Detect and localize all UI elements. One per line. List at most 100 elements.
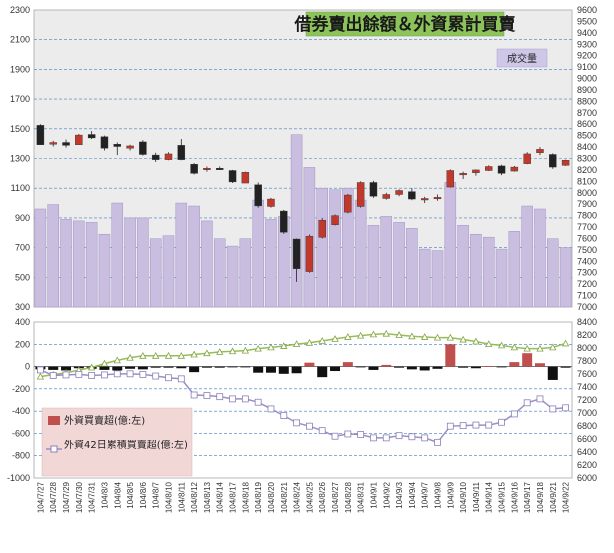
volume-bar: [265, 219, 277, 308]
top-right-tick: 7900: [577, 199, 597, 209]
foreign-net-bar: [304, 362, 315, 367]
volume-bar: [367, 225, 380, 308]
candle: [267, 197, 275, 208]
foreign-net-bar: [227, 366, 238, 368]
cumulative-marker: [267, 405, 275, 413]
candle-body: [75, 134, 83, 145]
index-marker: [305, 338, 314, 346]
cumulative-marker: [203, 392, 211, 399]
cumulative-marker: [523, 399, 531, 407]
x-tick-label: 104/8/19: [254, 481, 263, 513]
cumulative-marker: [88, 372, 96, 379]
candle-body: [549, 154, 557, 168]
index-line: [36, 329, 570, 380]
candle: [254, 182, 262, 208]
index-marker: [87, 363, 96, 371]
volume-bar: [290, 134, 303, 308]
index-marker: [280, 342, 288, 349]
cumulative-marker: [408, 433, 416, 441]
foreign-net-bars: [35, 344, 571, 380]
candle: [228, 169, 237, 184]
index-marker: [331, 335, 339, 342]
foreign-net-bar: [355, 366, 366, 368]
volume-bar: [252, 199, 264, 308]
cumulative-marker: [37, 366, 44, 374]
candle: [356, 181, 365, 208]
legend-cumulative: 外資42日累積買賣超(億:左): [64, 440, 188, 451]
x-tick-label: 104/9/3: [395, 481, 404, 508]
x-tick-label: 104/9/16: [510, 481, 519, 513]
legend-cumulative-wrap: 外資42日累積買賣超(億:左): [64, 440, 188, 451]
x-tick-label: 104/7/30: [75, 481, 84, 513]
foreign-net-bar: [394, 366, 405, 368]
volume-bar: [329, 189, 341, 308]
volume-bar: [201, 220, 213, 308]
candle: [510, 165, 519, 172]
top-left-tick: 1500: [10, 124, 30, 134]
index-marker: [497, 341, 506, 349]
candle-body: [395, 190, 403, 195]
candle-body: [318, 219, 326, 238]
top-right-tick: 8400: [577, 142, 597, 152]
volume-bar: [34, 208, 47, 308]
volume-label-background: [496, 48, 548, 68]
x-tick-label: 104/8/25: [305, 481, 314, 513]
candle-body: [331, 215, 339, 225]
bottom-left-tick: -200: [12, 384, 30, 394]
bottom-right-tick: 8000: [577, 343, 597, 353]
foreign-net-bar: [253, 366, 264, 373]
candle: [190, 163, 198, 175]
foreign-net-bar: [534, 363, 545, 367]
top-left-tick: 1900: [10, 64, 30, 74]
candle: [408, 188, 416, 201]
top-left-tick: 300: [15, 302, 30, 312]
cumulative-marker: [306, 422, 313, 430]
top-right-tick: 8000: [577, 188, 597, 198]
volume-bar: [406, 228, 418, 308]
foreign-net-bar: [496, 366, 507, 368]
volume-bar: [482, 236, 495, 308]
index-marker: [510, 343, 519, 351]
foreign-net-bar: [137, 366, 148, 370]
candle-body: [62, 142, 70, 146]
volume-bar: [457, 225, 469, 308]
index-marker: [472, 337, 480, 345]
cumulative-marker: [49, 372, 57, 379]
x-tick-label: 104/9/4: [408, 481, 417, 508]
volume-bar: [213, 238, 226, 308]
index-marker: [241, 346, 250, 354]
candle-body: [87, 134, 96, 139]
bottom-right-tick: 6000: [577, 473, 597, 483]
top-left-tick: 2300: [10, 5, 30, 15]
cumulative-marker: [395, 432, 403, 440]
candle: [472, 169, 480, 176]
candle-body: [459, 173, 467, 176]
volume-bar: [137, 217, 149, 308]
candle: [459, 171, 467, 180]
candle-body: [254, 184, 262, 207]
foreign-net-bar: [189, 366, 200, 373]
candle: [331, 214, 339, 226]
top-right-tick: 8900: [577, 85, 597, 95]
cumulative-marker: [510, 410, 518, 418]
candle: [139, 140, 147, 156]
foreign-net-bar: [509, 362, 520, 367]
x-tick-label: 104/8/26: [318, 481, 327, 513]
volume-bar: [547, 238, 559, 308]
volume-label: 成交量: [507, 52, 537, 65]
top-right-tick: 8800: [577, 96, 597, 106]
top-right-tick: 8500: [577, 131, 597, 141]
cumulative-marker: [101, 371, 108, 379]
x-tick-label: 104/8/14: [216, 481, 225, 513]
foreign-net-bar: [419, 366, 430, 371]
index-marker: [113, 356, 121, 364]
legend-foreign-net: 外資買賣超(億:左): [64, 414, 145, 427]
candle: [87, 131, 96, 140]
top-left-tick: 1700: [10, 94, 30, 104]
candle-body: [267, 198, 275, 207]
top-right-tick: 7500: [577, 245, 597, 255]
cumulative-marker: [165, 374, 172, 382]
index-marker: [100, 359, 109, 367]
candle-body: [241, 172, 250, 184]
